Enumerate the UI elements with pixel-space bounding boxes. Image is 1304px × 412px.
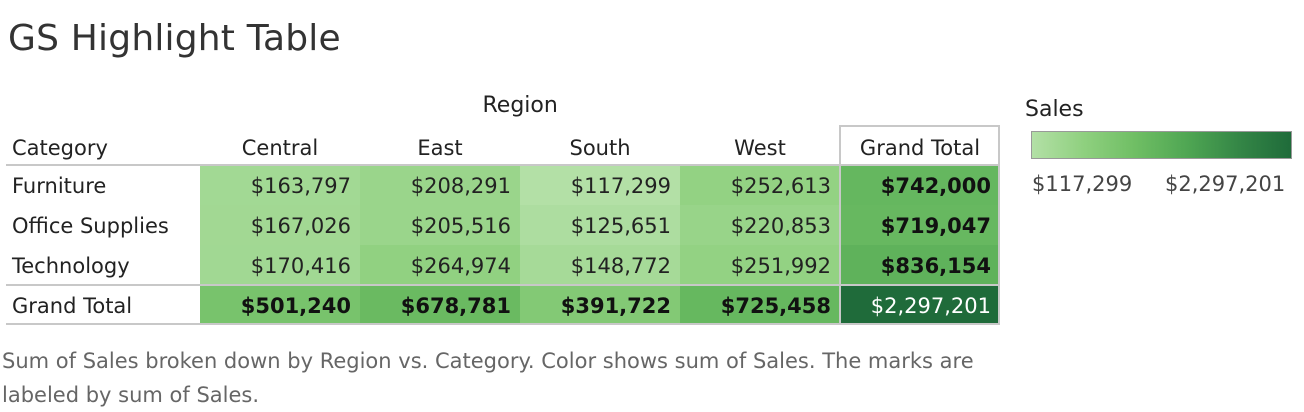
row-label-grand-total: Grand Total	[12, 294, 132, 318]
column-total-cell-1[interactable]	[360, 285, 520, 325]
column-header-east: East	[417, 136, 462, 160]
chart-title: GS Highlight Table	[8, 18, 341, 59]
cell-label: $170,416	[251, 254, 351, 278]
cell-label: $117,299	[571, 174, 671, 198]
cell-0-0[interactable]	[200, 165, 360, 205]
row-total-cell-0[interactable]	[840, 165, 1000, 205]
cell-label: $252,613	[731, 174, 831, 198]
cell-0-3[interactable]	[680, 165, 840, 205]
cell-label: $167,026	[251, 214, 351, 238]
column-total-label: $501,240	[241, 294, 351, 318]
cell-label: $163,797	[251, 174, 351, 198]
column-header-south: South	[569, 136, 630, 160]
cells-layer	[200, 165, 1000, 325]
column-total-label: $725,458	[721, 294, 831, 318]
cell-label: $208,291	[411, 174, 511, 198]
column-header-west: West	[734, 136, 786, 160]
cell-2-2[interactable]	[520, 245, 680, 285]
cell-1-3[interactable]	[680, 205, 840, 245]
cell-label: $125,651	[571, 214, 671, 238]
cell-2-1[interactable]	[360, 245, 520, 285]
row-total-cell-2[interactable]	[840, 245, 1000, 285]
cell-label: $220,853	[731, 214, 831, 238]
column-total-cell-0[interactable]	[200, 285, 360, 325]
legend-title: Sales	[1025, 97, 1084, 122]
column-total-cell-3[interactable]	[680, 285, 840, 325]
row-total-label: $836,154	[881, 254, 991, 278]
row-header-label: Category	[12, 136, 108, 160]
row-label-furniture: Furniture	[12, 174, 106, 198]
legend-max-label: $2,297,201	[1165, 172, 1286, 196]
color-legend-ramp[interactable]	[1031, 131, 1292, 159]
row-label-technology: Technology	[11, 254, 130, 278]
column-total-label: $391,722	[561, 294, 671, 318]
cell-label: $205,516	[411, 214, 511, 238]
grand-total-label: $2,297,201	[871, 294, 991, 318]
column-group-header: Region	[482, 93, 558, 118]
cell-0-2[interactable]	[520, 165, 680, 205]
column-header-central: Central	[242, 136, 318, 160]
legend-min-label: $117,299	[1032, 172, 1133, 196]
row-total-label: $719,047	[881, 214, 991, 238]
row-label-office-supplies: Office Supplies	[12, 214, 169, 238]
cell-label: $264,974	[411, 254, 511, 278]
labels-layer: Category Central East South West Grand Total F…	[11, 136, 991, 318]
cell-0-1[interactable]	[360, 165, 520, 205]
row-total-cell-1[interactable]	[840, 205, 1000, 245]
cell-1-2[interactable]	[520, 205, 680, 245]
cell-2-0[interactable]	[200, 245, 360, 285]
grand-total-cell[interactable]	[840, 285, 1000, 325]
highlight-table: Category Central East South West Grand Total F…	[6, 125, 1000, 325]
cell-label: $148,772	[571, 254, 671, 278]
cell-label: $251,992	[731, 254, 831, 278]
column-header-grand-total: Grand Total	[860, 136, 980, 160]
column-total-label: $678,781	[401, 294, 511, 318]
chart-caption: Sum of Sales broken down by Region vs. C…	[2, 349, 974, 407]
cell-1-0[interactable]	[200, 205, 360, 245]
row-total-label: $742,000	[881, 174, 991, 198]
grid-lines-layer	[6, 125, 1000, 325]
cell-1-1[interactable]	[360, 205, 520, 245]
cell-2-3[interactable]	[680, 245, 840, 285]
column-total-cell-2[interactable]	[520, 285, 680, 325]
